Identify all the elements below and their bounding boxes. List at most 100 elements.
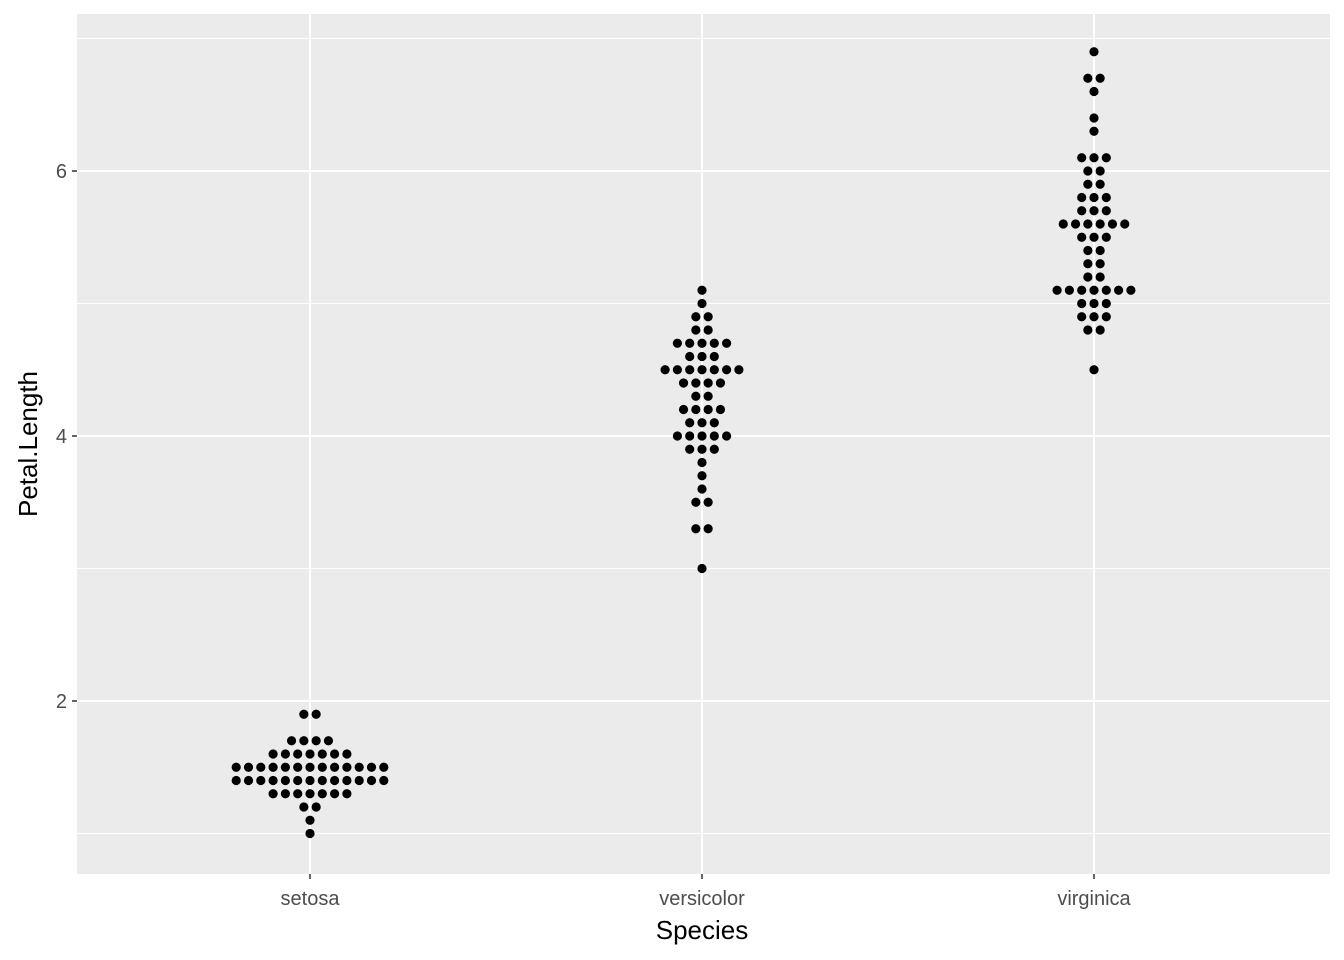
- data-point-versicolor: [722, 365, 732, 375]
- data-point-versicolor: [685, 444, 695, 454]
- data-point-versicolor: [697, 431, 707, 441]
- data-point-setosa: [305, 762, 315, 772]
- data-point-setosa: [293, 789, 303, 799]
- y-axis: 2 4 6: [56, 161, 77, 713]
- data-point-setosa: [293, 762, 303, 772]
- data-point-versicolor: [709, 351, 719, 362]
- data-point-virginica: [1077, 232, 1087, 242]
- data-point-setosa: [366, 775, 377, 786]
- data-point-versicolor: [697, 338, 707, 348]
- data-points: [231, 47, 1136, 839]
- data-point-setosa: [330, 775, 340, 786]
- data-point-versicolor: [685, 431, 695, 441]
- data-point-versicolor: [691, 524, 701, 534]
- data-point-virginica: [1083, 245, 1093, 256]
- data-point-setosa: [330, 762, 340, 772]
- data-point-setosa: [354, 762, 364, 772]
- data-point-virginica: [1077, 285, 1087, 295]
- data-point-setosa: [293, 749, 303, 759]
- data-point-setosa: [231, 775, 241, 786]
- data-point-setosa: [286, 736, 297, 746]
- data-point-setosa: [305, 789, 315, 799]
- data-point-versicolor: [703, 524, 713, 534]
- data-point-virginica: [1095, 179, 1105, 189]
- data-point-virginica: [1077, 192, 1087, 203]
- data-point-virginica: [1083, 325, 1093, 335]
- data-point-virginica: [1089, 47, 1099, 57]
- data-point-virginica: [1126, 285, 1136, 295]
- data-point-setosa: [342, 789, 352, 799]
- y-tick-label: 4: [56, 426, 67, 448]
- data-point-virginica: [1089, 312, 1099, 322]
- data-point-virginica: [1077, 312, 1087, 322]
- data-point-versicolor: [685, 338, 695, 348]
- data-point-versicolor: [660, 365, 670, 375]
- data-point-setosa: [268, 749, 278, 759]
- data-point-versicolor: [672, 365, 683, 375]
- data-point-setosa: [317, 762, 327, 772]
- data-point-virginica: [1077, 206, 1087, 216]
- data-point-setosa: [243, 775, 254, 786]
- data-point-versicolor: [722, 338, 732, 348]
- data-point-virginica: [1089, 113, 1099, 123]
- y-axis-title: Petal.Length: [13, 371, 43, 517]
- x-axis: setosa versicolor virginica: [281, 874, 1132, 910]
- data-point-setosa: [299, 709, 309, 719]
- data-point-setosa: [280, 789, 290, 799]
- x-tick-label: setosa: [281, 888, 341, 910]
- data-point-virginica: [1089, 206, 1099, 216]
- data-point-setosa: [305, 775, 315, 786]
- data-point-versicolor: [697, 484, 707, 494]
- data-point-virginica: [1120, 219, 1130, 229]
- data-point-virginica: [1101, 206, 1111, 216]
- data-point-setosa: [330, 749, 340, 759]
- y-tick-label: 2: [56, 691, 67, 713]
- data-point-virginica: [1101, 153, 1111, 163]
- data-point-versicolor: [722, 431, 732, 441]
- data-point-setosa: [268, 789, 278, 799]
- data-point-versicolor: [703, 497, 713, 507]
- data-point-versicolor: [691, 391, 701, 401]
- data-point-setosa: [317, 775, 327, 786]
- data-point-virginica: [1089, 153, 1099, 163]
- data-point-setosa: [342, 762, 352, 772]
- data-point-versicolor: [697, 444, 707, 454]
- data-point-versicolor: [703, 312, 713, 322]
- data-point-setosa: [323, 736, 334, 746]
- data-point-setosa: [317, 749, 327, 759]
- data-point-setosa: [299, 802, 309, 812]
- data-point-versicolor: [672, 431, 683, 441]
- data-point-setosa: [305, 815, 315, 825]
- data-point-versicolor: [697, 457, 707, 468]
- data-point-virginica: [1083, 219, 1093, 229]
- data-point-setosa: [256, 762, 266, 772]
- data-point-virginica: [1095, 166, 1105, 176]
- data-point-virginica: [1052, 285, 1062, 295]
- data-point-versicolor: [685, 418, 695, 428]
- data-point-virginica: [1077, 153, 1087, 163]
- data-point-setosa: [354, 775, 364, 786]
- data-point-virginica: [1058, 219, 1068, 229]
- data-point-virginica: [1083, 272, 1093, 282]
- data-point-virginica: [1089, 232, 1099, 242]
- data-point-setosa: [256, 775, 266, 786]
- data-point-versicolor: [697, 365, 707, 375]
- data-point-setosa: [293, 775, 303, 786]
- data-point-setosa: [366, 762, 377, 772]
- data-point-virginica: [1089, 298, 1099, 309]
- data-point-versicolor: [715, 378, 726, 388]
- data-point-virginica: [1095, 325, 1105, 335]
- data-point-virginica: [1083, 73, 1093, 83]
- data-point-setosa: [268, 775, 278, 786]
- data-point-versicolor: [703, 404, 713, 415]
- data-point-setosa: [299, 736, 309, 746]
- data-point-virginica: [1095, 245, 1105, 256]
- data-point-versicolor: [709, 431, 719, 441]
- data-point-versicolor: [697, 285, 707, 295]
- data-point-versicolor: [691, 404, 701, 415]
- x-tick-label: virginica: [1057, 888, 1131, 910]
- data-point-virginica: [1089, 285, 1099, 295]
- plot-panel: [77, 14, 1330, 874]
- data-point-virginica: [1064, 285, 1074, 295]
- data-point-virginica: [1101, 192, 1111, 203]
